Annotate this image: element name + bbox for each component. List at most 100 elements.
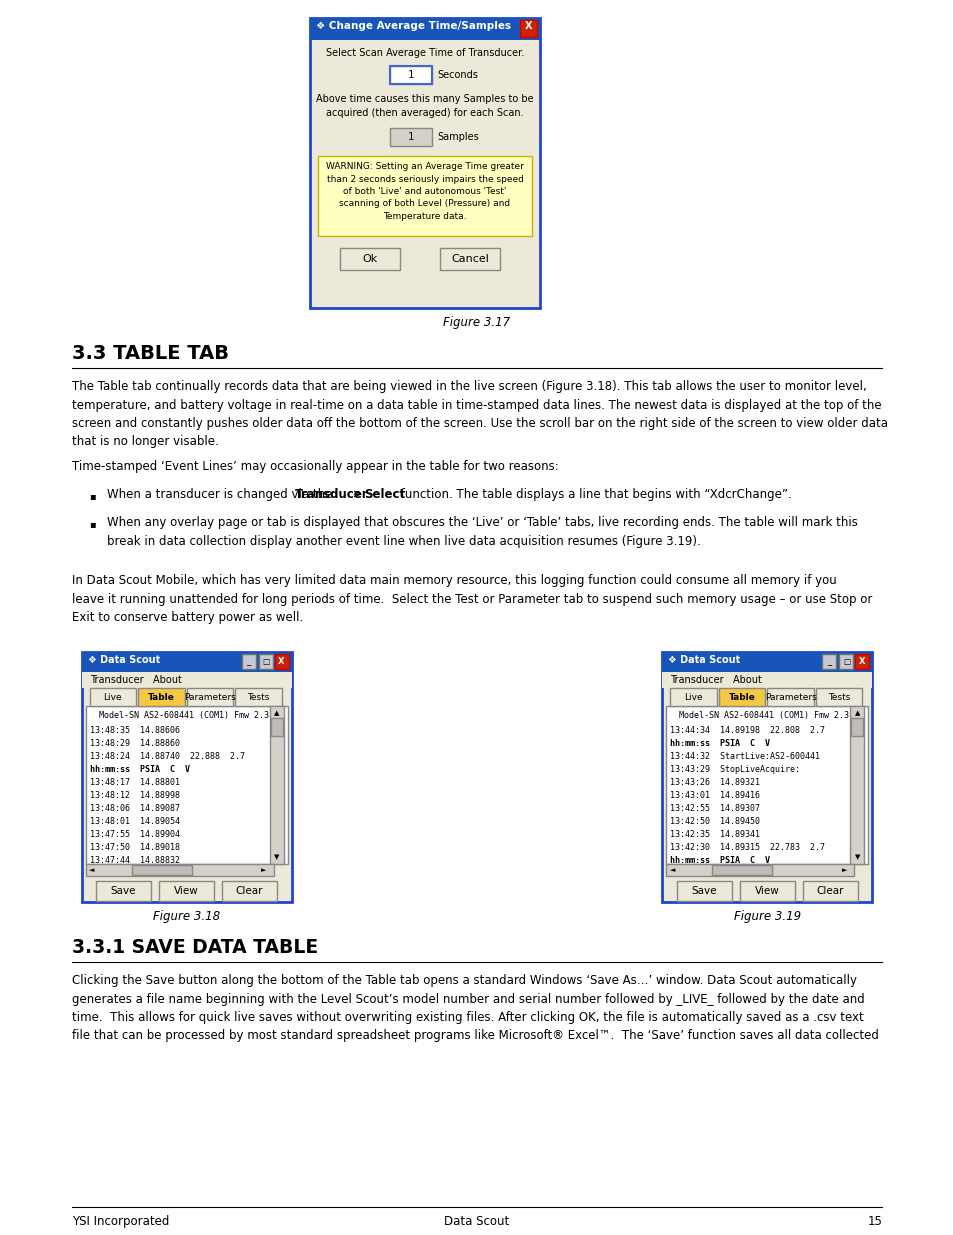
Text: _: _ — [826, 657, 831, 666]
Bar — [96, 881, 151, 902]
Text: Live: Live — [683, 693, 702, 701]
Text: 13:48:12  14.88998: 13:48:12 14.88998 — [90, 790, 179, 800]
Text: function. The table displays a line that begins with “XdcrChange”.: function. The table displays a line that… — [396, 488, 791, 501]
Text: 13:43:29  StopLiveAcquire:: 13:43:29 StopLiveAcquire: — [670, 764, 800, 774]
Bar — [234, 688, 281, 706]
Text: Save: Save — [691, 885, 717, 897]
Bar — [815, 688, 862, 706]
Text: In Data Scout Mobile, which has very limited data main memory resource, this log: In Data Scout Mobile, which has very lim… — [71, 574, 871, 624]
Text: 13:48:29  14.88860: 13:48:29 14.88860 — [90, 739, 179, 748]
Text: Time-stamped ‘Event Lines’ may occasionally appear in the table for two reasons:: Time-stamped ‘Event Lines’ may occasiona… — [71, 459, 558, 473]
Bar — [851, 718, 862, 736]
Text: Clear: Clear — [235, 885, 263, 897]
Text: Ok: Ok — [362, 254, 377, 264]
Bar — [310, 19, 539, 308]
Text: Transducer   About: Transducer About — [670, 676, 761, 685]
Bar — [81, 652, 292, 902]
Text: Select Scan Average Time of Transducer.: Select Scan Average Time of Transducer. — [326, 48, 523, 58]
Bar — [802, 881, 857, 902]
Text: 13:47:55  14.89904: 13:47:55 14.89904 — [90, 830, 179, 839]
Text: 13:48:17  14.88801: 13:48:17 14.88801 — [90, 778, 179, 787]
Bar — [138, 688, 184, 706]
Text: Transducer   About: Transducer About — [90, 676, 181, 685]
Text: ◄: ◄ — [669, 867, 675, 873]
Text: ▲: ▲ — [854, 710, 860, 716]
Text: ▲: ▲ — [274, 710, 279, 716]
Text: Figure 3.18: Figure 3.18 — [152, 910, 220, 923]
Bar — [839, 655, 853, 669]
Text: 3.3 TABLE TAB: 3.3 TABLE TAB — [71, 345, 229, 363]
Bar — [271, 718, 282, 736]
Text: 13:42:55  14.89307: 13:42:55 14.89307 — [670, 804, 760, 813]
Text: Live: Live — [103, 693, 122, 701]
Text: Figure 3.19: Figure 3.19 — [733, 910, 801, 923]
Text: hh:mm:ss  PSIA  C  V: hh:mm:ss PSIA C V — [670, 739, 770, 748]
Bar — [132, 864, 192, 876]
Text: When any overlay page or tab is displayed that obscures the ‘Live’ or ‘Table’ ta: When any overlay page or tab is displaye… — [107, 516, 857, 547]
Text: Tests: Tests — [827, 693, 849, 701]
Text: 13:47:50  14.89018: 13:47:50 14.89018 — [90, 844, 179, 852]
Text: 15: 15 — [866, 1215, 882, 1228]
Text: YSI Incorporated: YSI Incorporated — [71, 1215, 169, 1228]
Text: ◄: ◄ — [89, 867, 94, 873]
Text: _: _ — [246, 657, 251, 666]
Text: □: □ — [841, 657, 849, 666]
Bar — [712, 864, 772, 876]
Bar — [677, 881, 731, 902]
Text: hh:mm:ss  PSIA  C  V: hh:mm:ss PSIA C V — [670, 856, 770, 864]
Bar — [81, 652, 292, 672]
Text: ►: ► — [841, 867, 846, 873]
Text: Figure 3.17: Figure 3.17 — [443, 316, 510, 329]
Bar — [670, 688, 717, 706]
Bar — [766, 688, 813, 706]
Text: hh:mm:ss  PSIA  C  V: hh:mm:ss PSIA C V — [90, 764, 190, 774]
Bar — [310, 19, 539, 40]
Text: 3.3.1 SAVE DATA TABLE: 3.3.1 SAVE DATA TABLE — [71, 939, 317, 957]
Text: Above time causes this many Samples to be: Above time causes this many Samples to b… — [315, 94, 534, 104]
Bar — [339, 248, 399, 270]
Text: 13:47:44  14.88832: 13:47:44 14.88832 — [90, 856, 179, 864]
Text: X: X — [278, 657, 285, 666]
Text: ▪: ▪ — [90, 519, 96, 529]
Text: Table: Table — [148, 693, 174, 701]
Bar — [666, 864, 854, 876]
Text: ❖ Change Average Time/Samples: ❖ Change Average Time/Samples — [315, 21, 511, 31]
Text: 13:42:50  14.89450: 13:42:50 14.89450 — [670, 818, 760, 826]
Text: 13:42:35  14.89341: 13:42:35 14.89341 — [670, 830, 760, 839]
Text: 13:48:01  14.89054: 13:48:01 14.89054 — [90, 818, 179, 826]
Bar — [390, 128, 432, 146]
Text: Save: Save — [111, 885, 136, 897]
Bar — [90, 688, 136, 706]
Text: 13:48:24  14.88740  22.888  2.7: 13:48:24 14.88740 22.888 2.7 — [90, 752, 244, 761]
Bar — [270, 706, 283, 864]
Text: 13:43:01  14.89416: 13:43:01 14.89416 — [670, 790, 760, 800]
Text: 1: 1 — [408, 70, 414, 80]
Text: ❖ Data Scout: ❖ Data Scout — [668, 655, 740, 664]
Bar — [86, 706, 287, 864]
Bar — [390, 65, 432, 84]
Text: Parameters: Parameters — [764, 693, 816, 701]
Bar — [666, 706, 867, 864]
Text: Data Scout: Data Scout — [444, 1215, 509, 1228]
Bar — [519, 20, 537, 37]
Text: 13:44:32  StartLive:AS2-600441: 13:44:32 StartLive:AS2-600441 — [670, 752, 820, 761]
Bar — [661, 652, 872, 902]
Text: Transducer: Transducer — [294, 488, 369, 501]
Text: 13:48:35  14.88606: 13:48:35 14.88606 — [90, 726, 179, 735]
Text: WARNING: Setting an Average Time greater
than 2 seconds seriously impairs the sp: WARNING: Setting an Average Time greater… — [326, 162, 523, 221]
Text: Clear: Clear — [816, 885, 843, 897]
Text: X: X — [525, 21, 532, 31]
Bar — [855, 655, 868, 669]
Bar — [719, 688, 764, 706]
Bar — [849, 706, 863, 864]
Text: Table: Table — [728, 693, 755, 701]
Text: Model-SN AS2-608441 (COM1) Fmw 2.3: Model-SN AS2-608441 (COM1) Fmw 2.3 — [679, 711, 848, 720]
Text: X: X — [859, 657, 864, 666]
Bar — [81, 672, 292, 688]
Text: View: View — [754, 885, 779, 897]
Bar — [439, 248, 499, 270]
Bar — [661, 652, 872, 672]
Bar — [274, 655, 288, 669]
Text: >: > — [349, 488, 366, 501]
Bar — [317, 156, 532, 236]
